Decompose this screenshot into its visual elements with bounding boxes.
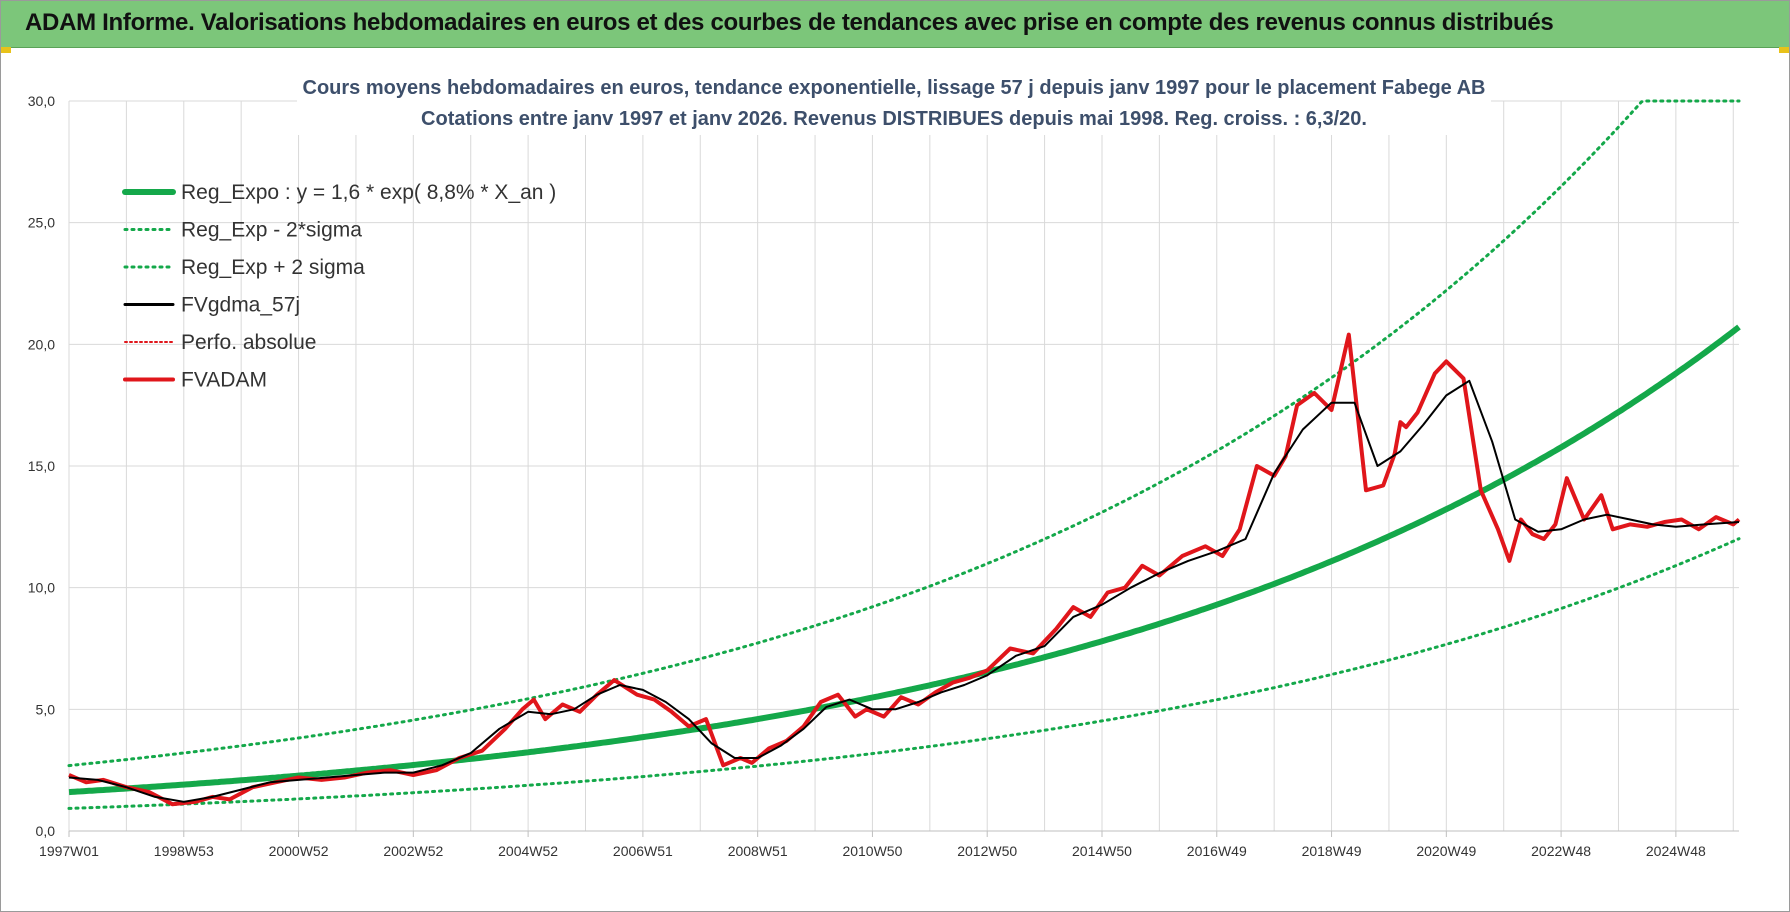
title-backdrop	[297, 71, 1491, 135]
fvgdma-57j-line	[68, 379, 1740, 803]
y-tick-label: 20,0	[28, 336, 55, 352]
x-tick-label: 2020W49	[1416, 843, 1476, 859]
legend-label: FVADAM	[181, 369, 267, 392]
regression-lower-band	[67, 537, 1741, 810]
x-tick-label: 2002W52	[383, 843, 443, 859]
regression-upper-band	[67, 99, 1741, 768]
legend-label: Reg_Expo : y = 1,6 * exp( 8,8% * X_an )	[181, 181, 556, 204]
y-tick-label: 0,0	[36, 823, 56, 839]
chart-subtitle: Cotations entre janv 1997 et janv 2026. …	[421, 108, 1367, 130]
x-tick-label: 2000W52	[269, 843, 329, 859]
grid	[68, 100, 1739, 832]
y-tick-label: 10,0	[28, 580, 55, 596]
y-tick-label: 15,0	[28, 458, 55, 474]
y-tick-label: 25,0	[28, 215, 55, 231]
x-tick-label: 2024W48	[1646, 843, 1706, 859]
x-tick-label: 2006W51	[613, 843, 673, 859]
series-layer	[67, 99, 1741, 810]
regression-expo-line	[68, 324, 1741, 796]
corner-marker	[1, 47, 11, 53]
x-tick-label: 2016W49	[1187, 843, 1247, 859]
x-tick-label: 1998W53	[154, 843, 214, 859]
corner-marker	[1779, 47, 1789, 53]
y-tick-label: 30,0	[28, 93, 55, 109]
y-tick-label: 5,0	[36, 701, 56, 717]
chart-title: Cours moyens hebdomadaires en euros, ten…	[303, 77, 1486, 99]
legend-label: Perfo. absolue	[181, 331, 316, 354]
x-tick-label: 1997W01	[39, 843, 99, 859]
x-tick-label: 2010W50	[842, 843, 902, 859]
axes: 0,0 5,0 10,0 15,0 20,0 25,0 30,0 1997W01 1998W53…	[28, 93, 1739, 859]
legend-label: Reg_Exp + 2 sigma	[181, 256, 365, 279]
x-tick-label: 2012W50	[957, 843, 1017, 859]
x-tick-label: 2022W48	[1531, 843, 1591, 859]
header-bar: ADAM Informe. Valorisations hebdomadaire…	[1, 1, 1789, 48]
legend-label: FVgdma_57j	[181, 294, 300, 317]
x-tick-label: 2008W51	[728, 843, 788, 859]
x-tick-label: 2014W50	[1072, 843, 1132, 859]
x-tick-label: 2004W52	[498, 843, 558, 859]
legend-label: Reg_Exp - 2*sigma	[181, 219, 362, 242]
page-title: ADAM Informe. Valorisations hebdomadaire…	[25, 9, 1554, 36]
x-tick-label: 2018W49	[1302, 843, 1362, 859]
fvadam-line	[68, 332, 1741, 807]
legend: Reg_Expo : y = 1,6 * exp( 8,8% * X_an ) R…	[122, 181, 556, 392]
